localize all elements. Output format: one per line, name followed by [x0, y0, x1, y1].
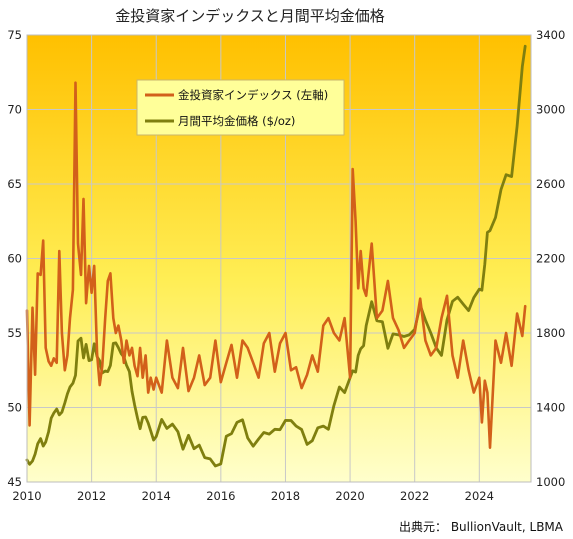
- chart-title: 金投資家インデックスと月間平均金価格: [115, 7, 385, 25]
- legend-label-index: 金投資家インデックス (左軸): [178, 88, 328, 102]
- left-tick-label: 50: [7, 401, 22, 415]
- right-tick-label: 1000: [536, 475, 565, 489]
- legend-label-gold: 月間平均金価格 ($/oz): [178, 114, 295, 128]
- right-tick-label: 3400: [536, 28, 565, 42]
- right-axis-ticks: 1000 1400 1800 2200 2600 3000 3400: [536, 28, 565, 489]
- series-line-gold-investor-index: [25, 81, 527, 450]
- left-tick-label: 45: [7, 475, 22, 489]
- series-layer: [25, 44, 527, 468]
- x-tick-label: 2014: [142, 489, 171, 503]
- x-tick-label: 2010: [12, 489, 41, 503]
- plot-border: [26, 34, 532, 483]
- left-tick-label: 65: [7, 177, 22, 191]
- x-tick-label: 2012: [77, 489, 106, 503]
- right-tick-label: 1800: [536, 326, 565, 340]
- right-tick-label: 2600: [536, 177, 565, 191]
- series-line-gold-price: [25, 44, 527, 468]
- left-tick-label: 55: [7, 326, 22, 340]
- x-tick-label: 2022: [400, 489, 429, 503]
- x-axis-ticks: 2010 2012 2014 2016 2018 2020 2022 2024: [12, 489, 494, 503]
- right-tick-label: 3000: [536, 103, 565, 117]
- left-tick-label: 75: [7, 28, 22, 42]
- legend-box: [136, 79, 345, 136]
- left-axis-ticks: 45 50 55 60 65 70 75: [7, 28, 22, 489]
- source-note: 出典元： BullionVault, LBMA: [399, 520, 564, 534]
- x-tick-label: 2016: [206, 489, 235, 503]
- right-tick-label: 2200: [536, 252, 565, 266]
- x-tick-label: 2020: [335, 489, 364, 503]
- right-tick-label: 1400: [536, 401, 565, 415]
- legend: 金投資家インデックス (左軸) 月間平均金価格 ($/oz): [136, 79, 345, 136]
- left-tick-label: 60: [7, 252, 22, 266]
- x-tick-label: 2024: [465, 489, 494, 503]
- x-tick-label: 2018: [271, 489, 300, 503]
- left-tick-label: 70: [7, 103, 22, 117]
